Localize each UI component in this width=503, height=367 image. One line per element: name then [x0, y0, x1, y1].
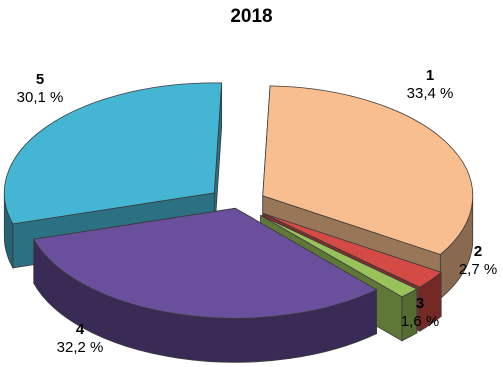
slice-3-label: 3 [416, 295, 424, 312]
pie-tops [3, 82, 474, 319]
pie-slice-3 [260, 215, 418, 298]
pie-slice-2 [263, 213, 442, 288]
pie-slice-4 [33, 207, 378, 319]
slice-2-value: 2,7 % [459, 261, 497, 278]
chart-title: 2018 [230, 6, 273, 27]
pie-slice-1 [262, 85, 474, 255]
slice-2-label: 2 [474, 243, 482, 260]
slice-5-value: 30,1 % [17, 89, 64, 106]
slice-4-value: 32,2 % [57, 339, 104, 356]
pie-slice-5 [3, 82, 223, 225]
slice-4-label: 4 [76, 321, 85, 338]
slice-1-label: 1 [426, 67, 434, 84]
slice-1-value: 33,4 % [407, 85, 454, 102]
slice-3-value: 1,6 % [401, 313, 439, 330]
pie-labels: 133,4 % 22,7 % 31,6 % 432,2 % 530,1 % [17, 67, 498, 356]
slice-5-label: 5 [36, 71, 44, 88]
